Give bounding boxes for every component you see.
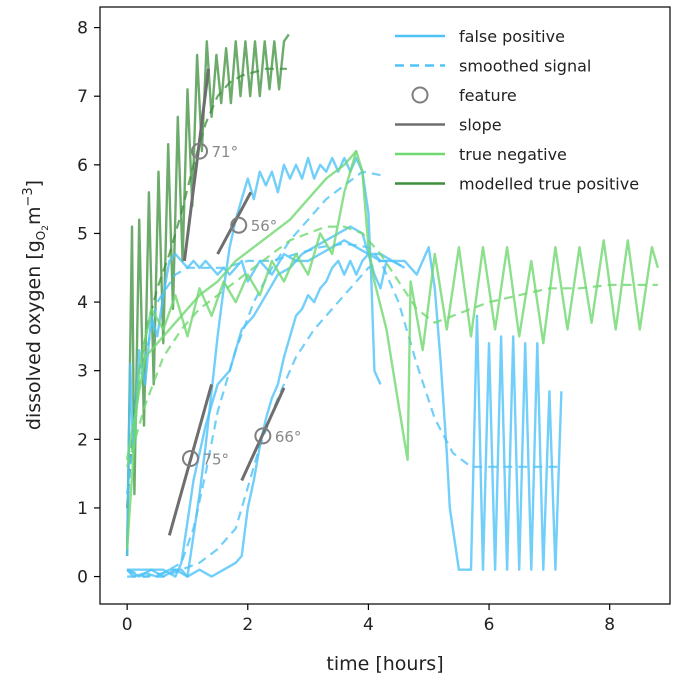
slope-layer — [167, 68, 286, 536]
legend: false positive smoothed signal feature slop… — [395, 27, 639, 194]
y-axis-label-main: dissolved oxygen [g — [23, 240, 45, 430]
y-tick-label: 7 — [77, 87, 88, 107]
x-tick-label: 0 — [122, 615, 133, 635]
feature-marker-1 — [230, 216, 248, 234]
series-line-9 — [125, 149, 660, 550]
slope-line-1 — [216, 191, 253, 255]
feature-angle-label-1: 56° — [251, 217, 278, 235]
legend-marker-2 — [411, 86, 429, 104]
feature-marker-3 — [254, 427, 272, 445]
y-tick-label: 1 — [77, 499, 88, 519]
y-tick-label: 4 — [77, 293, 88, 313]
x-axis-label: time [hours] — [326, 653, 443, 675]
x-tick-label: 4 — [363, 615, 374, 635]
y-tick-label: 6 — [77, 156, 88, 176]
series-line-8 — [126, 259, 406, 578]
feature-angle-label-3: 66° — [275, 428, 302, 446]
y-axis: 0 1 2 3 4 5 6 7 8 — [77, 19, 100, 588]
y-tick-label: 0 — [77, 568, 88, 588]
y-tick-label: 5 — [77, 224, 88, 244]
series-line-7 — [126, 242, 562, 495]
legend-label-0: false positive — [459, 27, 565, 46]
legend-label-2: feature — [459, 86, 517, 105]
y-axis-label-sub: O — [34, 231, 48, 240]
feature-marker-2 — [181, 450, 199, 468]
y-axis-label-tail: m — [23, 206, 45, 225]
series-line-10 — [125, 150, 358, 461]
series-line-6 — [127, 170, 381, 578]
plot-frame — [99, 6, 671, 605]
x-tick-label: 8 — [604, 615, 615, 635]
y-axis-label: dissolved oxygen [gO2m−3] — [21, 180, 51, 430]
y-tick-label: 3 — [77, 362, 88, 382]
slope-line-3 — [240, 387, 286, 482]
legend-label-4: true negative — [459, 145, 567, 164]
feature-angle-label-0: 71° — [212, 143, 239, 161]
legend-label-3: slope — [459, 116, 502, 135]
y-axis-label-sup: −3 — [21, 187, 36, 206]
feature-layer: 71° 56° 75° 66° — [181, 142, 302, 469]
feature-angle-label-2: 75° — [202, 451, 229, 469]
feature-marker-0 — [191, 142, 209, 160]
x-tick-label: 6 — [484, 615, 495, 635]
y-tick-label: 2 — [77, 430, 88, 450]
series-line-11 — [126, 225, 658, 468]
x-tick-label: 2 — [242, 615, 253, 635]
y-axis-label-close: ] — [23, 180, 45, 187]
y-axis-label-sub2: 2 — [41, 225, 51, 231]
legend-label-1: smoothed signal — [459, 57, 591, 76]
series-layer — [125, 33, 660, 578]
y-tick-label: 8 — [77, 19, 88, 39]
slope-line-0 — [182, 68, 211, 262]
x-axis: 0 2 4 6 8 — [122, 604, 615, 635]
series-line-3 — [125, 239, 563, 571]
series-line-5 — [126, 252, 388, 578]
legend-label-5: modelled true positive — [459, 175, 639, 194]
series-line-2 — [126, 156, 382, 578]
slope-line-2 — [167, 384, 214, 536]
